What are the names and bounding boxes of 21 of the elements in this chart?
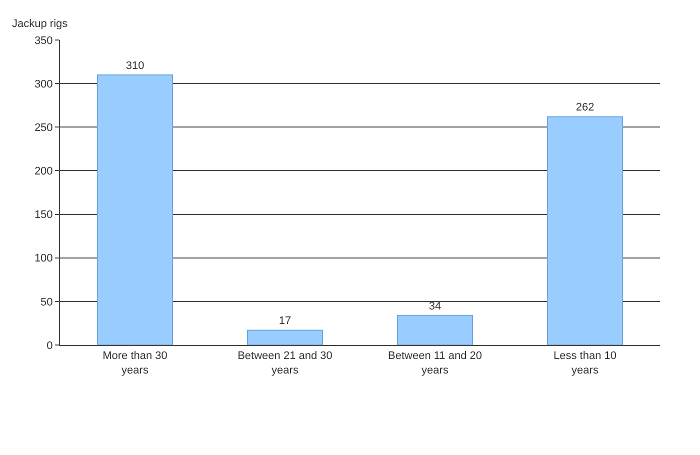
data-label: 310 (126, 60, 144, 72)
x-tick-label: Less than 10 years (554, 350, 616, 376)
x-tick-label: Between 11 and 20 years (388, 350, 482, 376)
y-axis-title: Jackup rigs (12, 18, 68, 30)
x-tick-label: Between 21 and 30 years (238, 350, 332, 376)
bar (97, 74, 173, 345)
bar (547, 116, 623, 345)
bar (247, 330, 323, 345)
y-tick-label: 200 (34, 166, 53, 178)
y-tick-label: 50 (40, 296, 53, 308)
y-tick-label: 0 (46, 340, 53, 352)
y-tick-label: 100 (34, 252, 53, 265)
data-label: 17 (278, 315, 292, 328)
data-label: 34 (428, 300, 442, 312)
x-tick-label: More than 30 years (102, 350, 168, 376)
y-tick-label: 150 (34, 209, 53, 222)
y-tick-label: 350 (34, 34, 53, 47)
y-tick-label: 250 (34, 122, 53, 134)
data-label: 262 (576, 102, 594, 114)
y-tick-label: 300 (34, 78, 53, 90)
bar (397, 314, 473, 345)
